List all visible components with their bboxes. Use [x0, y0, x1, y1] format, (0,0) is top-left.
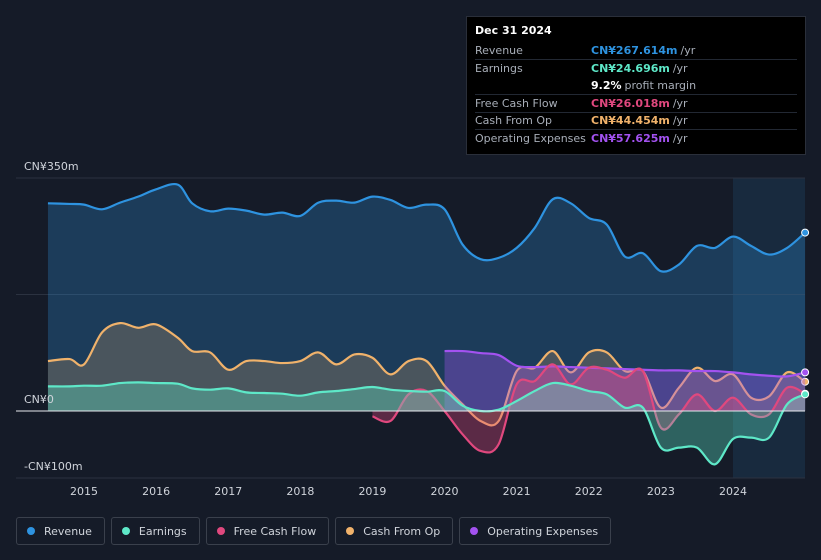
series-area-earnings [47, 382, 806, 465]
x-tick-label: 2020 [431, 485, 459, 498]
series-area-free-cash-flow [372, 364, 806, 453]
tooltip-label: Earnings [475, 62, 523, 76]
tooltip-unit: /yr [672, 131, 688, 145]
legend-item-free-cash-flow[interactable]: Free Cash Flow [205, 517, 330, 545]
series-endpoint-revenue [801, 228, 810, 237]
tooltip-row-profit-margin: 9.2% profit margin [475, 77, 797, 94]
legend-label: Earnings [138, 524, 187, 538]
tooltip-value: CN¥44.454m [591, 114, 670, 128]
series-line-revenue [47, 183, 806, 273]
legend-label: Operating Expenses [487, 524, 599, 538]
series-endpoint-operating-expenses [801, 368, 810, 377]
tooltip-value: 9.2% [591, 78, 622, 92]
x-tick-label: 2018 [286, 485, 314, 498]
legend-dot-icon [27, 527, 35, 535]
legend-item-cash-from-op[interactable]: Cash From Op [335, 517, 454, 545]
tooltip-label: Free Cash Flow [475, 96, 558, 110]
x-tick-label: 2016 [142, 485, 170, 498]
tooltip-row-cash-from-op: Cash From Op CN¥44.454m /yr [475, 111, 797, 129]
legend-label: Revenue [44, 524, 92, 538]
y-tick-label: CN¥350m [24, 160, 79, 173]
tooltip-unit: /yr [672, 62, 688, 76]
tooltip-label: Operating Expenses [475, 131, 586, 145]
y-tick-label: CN¥0 [24, 393, 54, 406]
tooltip-date: Dec 31 2024 [475, 24, 552, 37]
series-area-revenue [47, 184, 806, 411]
x-tick-label: 2017 [214, 485, 242, 498]
tooltip-row-operating-expenses: Operating Expenses CN¥57.625m /yr [475, 128, 797, 146]
x-tick-label: 2023 [647, 485, 675, 498]
legend-dot-icon [121, 527, 130, 535]
chart-legend: Revenue Earnings Free Cash Flow Cash Fro… [16, 517, 612, 545]
legend-item-revenue[interactable]: Revenue [16, 517, 105, 545]
forecast-region [733, 178, 805, 478]
tooltip-value: CN¥24.696m [591, 62, 670, 76]
legend-label: Cash From Op [363, 524, 441, 538]
tooltip-unit: profit margin [624, 78, 697, 92]
tooltip-panel: Dec 31 2024 Revenue CN¥267.614m /yr Earn… [466, 16, 806, 155]
x-tick-label: 2022 [575, 485, 603, 498]
y-tick-label: -CN¥100m [24, 460, 83, 473]
tooltip-row-revenue: Revenue CN¥267.614m /yr [475, 42, 797, 59]
x-tick-label: 2024 [719, 485, 747, 498]
legend-label: Free Cash Flow [233, 524, 317, 538]
tooltip-label: Revenue [475, 44, 523, 58]
series-endpoint-cash-from-op [801, 377, 810, 386]
legend-dot-icon [216, 527, 225, 535]
x-tick-label: 2019 [358, 485, 386, 498]
x-tick-label: 2015 [70, 485, 98, 498]
tooltip-unit: /yr [672, 114, 688, 128]
series-endpoint-earnings [801, 390, 810, 399]
legend-item-earnings[interactable]: Earnings [110, 517, 200, 545]
series-line-cash-from-op [47, 321, 806, 427]
tooltip-unit: /yr [680, 44, 696, 58]
series-line-earnings [47, 381, 806, 466]
tooltip-value: CN¥267.614m [591, 44, 678, 58]
series-line-operating-expenses [444, 349, 806, 378]
tooltip-value: CN¥26.018m [591, 96, 670, 110]
tooltip-label: Cash From Op [475, 114, 553, 128]
legend-dot-icon [346, 527, 355, 535]
x-tick-label: 2021 [503, 485, 531, 498]
legend-item-operating-expenses[interactable]: Operating Expenses [459, 517, 612, 545]
tooltip-value: CN¥57.625m [591, 131, 670, 145]
tooltip-unit: /yr [672, 96, 688, 110]
series-area-operating-expenses [444, 350, 806, 411]
tooltip-row-free-cash-flow: Free Cash Flow CN¥26.018m /yr [475, 94, 797, 111]
legend-dot-icon [470, 527, 479, 535]
tooltip-row-earnings: Earnings CN¥24.696m /yr [475, 59, 797, 76]
